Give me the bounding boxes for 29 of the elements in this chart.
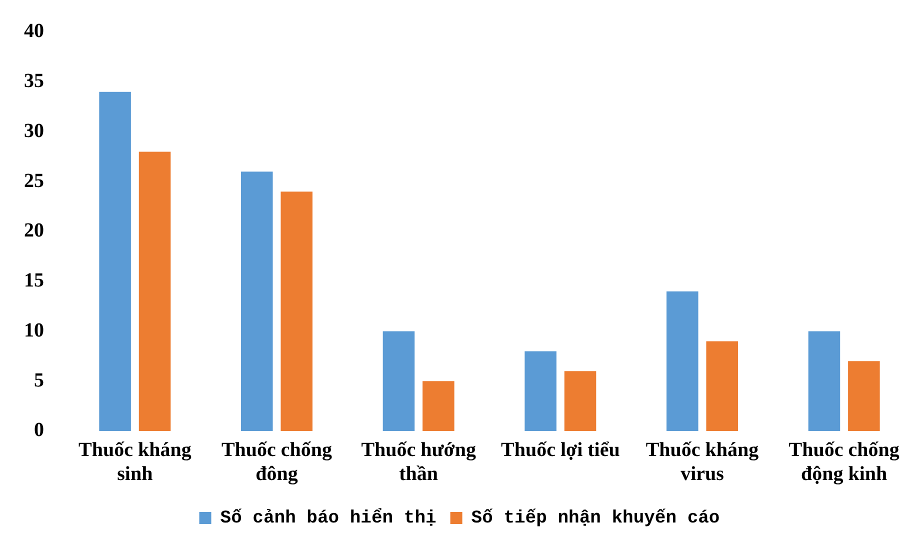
x-tick-label: Thuốc chống động kinh [788,439,900,486]
bar [706,341,738,431]
x-tick-label: Thuốc kháng sinh [78,439,192,486]
bar [422,381,454,431]
bar [848,361,880,431]
y-tick-label: 20 [24,220,44,242]
x-tick-label: Thuốc kháng virus [646,439,759,486]
y-tick-label: 40 [24,20,44,42]
y-tick-label: 15 [24,270,44,292]
y-tick-label: 30 [24,120,44,142]
y-tick-label: 25 [24,170,44,192]
y-tick-label: 0 [34,419,44,442]
y-tick-label: 5 [34,369,44,392]
bar [808,331,840,431]
x-tick-label: Thuốc hướng thần [361,439,476,486]
bar [524,351,556,431]
bar [280,192,312,431]
bar [241,172,273,431]
bar [564,371,596,431]
y-tick-label: 35 [24,70,44,92]
y-tick-label: 10 [24,319,44,342]
bar [666,291,698,431]
bar [138,152,171,431]
x-tick-label: Thuốc chống đông [221,439,332,486]
legend-label: Số cảnh báo hiển thị [220,508,436,529]
legend-label: Số tiếp nhận khuyến cáo [471,508,720,529]
bar [99,92,131,431]
bar [382,331,415,431]
x-tick-label: Thuốc lợi tiểu [500,439,620,462]
